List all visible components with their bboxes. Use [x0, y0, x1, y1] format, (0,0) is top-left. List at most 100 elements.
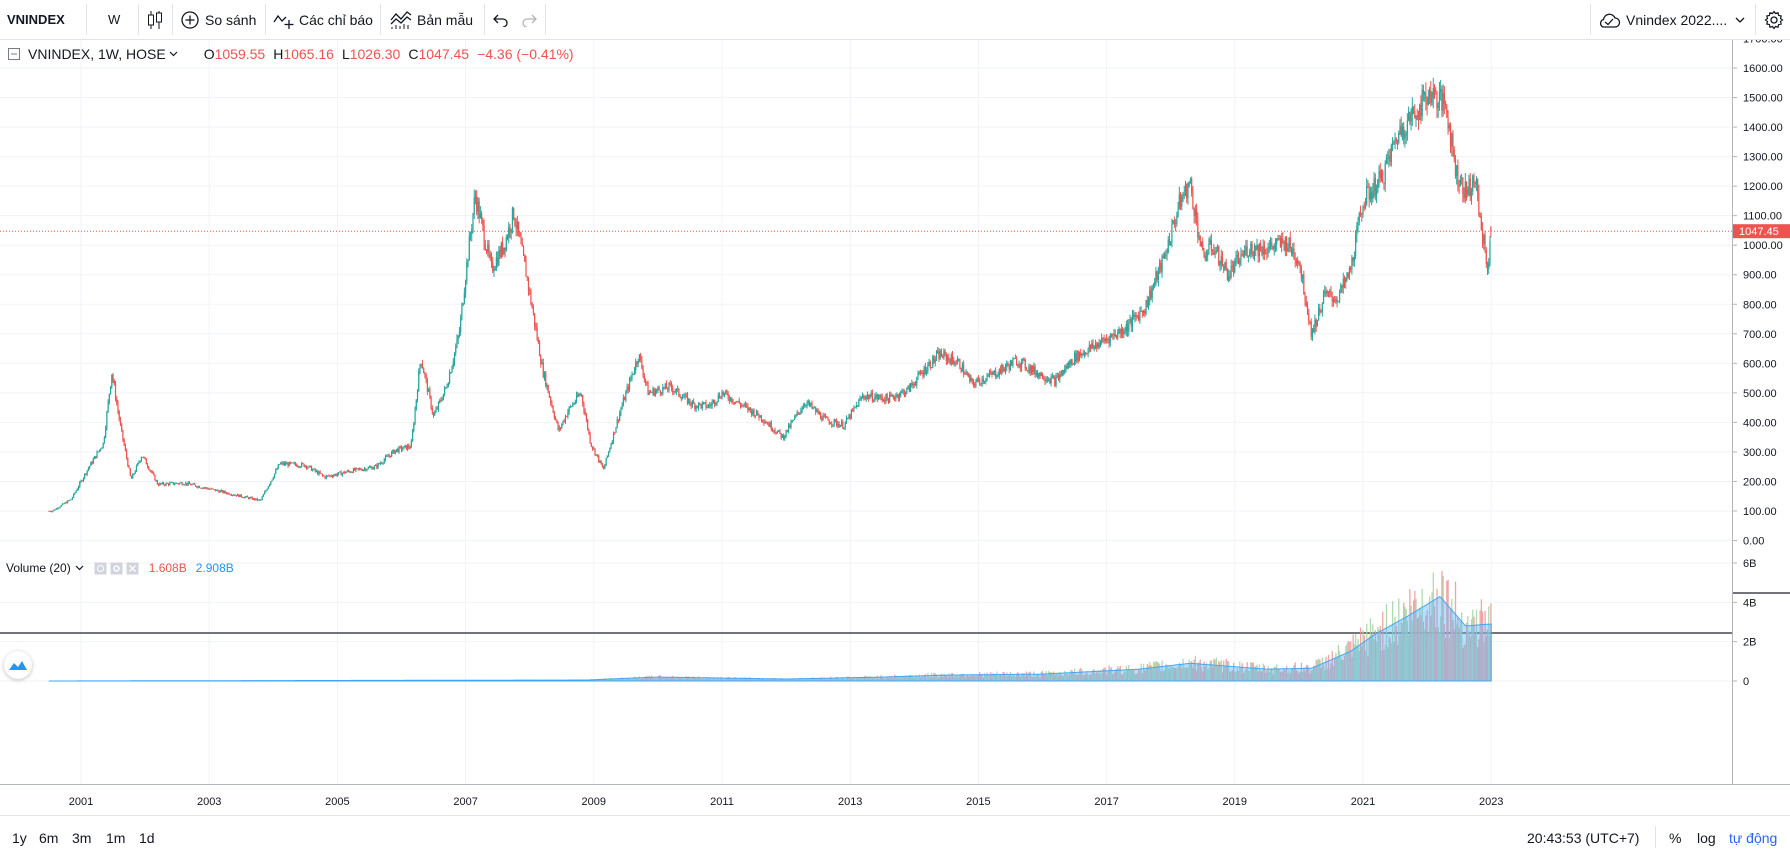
volume-bar [701, 678, 703, 681]
templates-button[interactable]: Bản mẫu [390, 0, 473, 39]
candle-body [1309, 321, 1311, 323]
undo-button[interactable] [490, 0, 512, 39]
volume-bar [1385, 603, 1388, 681]
candle-body [1133, 314, 1135, 318]
candle-body [1145, 300, 1147, 314]
candle-body [1268, 246, 1270, 248]
volume-bar [926, 677, 928, 681]
candle-body [552, 406, 554, 413]
candle-body [250, 497, 252, 499]
candle-body [839, 425, 841, 428]
settings-small-icon[interactable] [110, 562, 123, 575]
candle-body [113, 380, 115, 385]
toolbar-divider [1590, 4, 1591, 35]
candle-body [1414, 111, 1416, 118]
candle-body [495, 257, 498, 269]
volume-bar [1387, 646, 1389, 681]
candle-body [826, 417, 828, 419]
chart-pane[interactable]: VNINDEX, 1W, HOSE O 1059.55 H 1065.16 L … [0, 40, 1732, 784]
volume-bar [668, 677, 670, 681]
price-axis-scale[interactable]: 1700.001600.001500.001400.001300.001200.… [1733, 40, 1790, 784]
chart-type-button[interactable] [143, 0, 167, 39]
candle-body [1368, 187, 1370, 200]
volume-bar [1055, 672, 1057, 681]
candle-body [77, 486, 80, 490]
candle-body [1313, 328, 1315, 332]
candle-body [81, 480, 83, 482]
candle-body [902, 390, 904, 392]
time-tick-label: 2015 [966, 796, 990, 808]
volume-bar [1181, 668, 1183, 681]
undo-icon [493, 14, 508, 27]
candle-body [190, 484, 192, 486]
candle-body [672, 387, 674, 392]
volume-bar [938, 677, 940, 681]
redo-button[interactable] [518, 0, 540, 39]
volume-bar [1347, 641, 1349, 681]
volume-bar [935, 674, 938, 681]
auto-toggle[interactable]: tự động [1729, 829, 1778, 846]
volume-bar [1459, 621, 1462, 681]
close-icon[interactable] [126, 562, 139, 575]
settings-button[interactable] [1761, 0, 1787, 39]
volume-title[interactable]: Volume (20) [6, 561, 71, 575]
range-1d[interactable]: 1d [139, 829, 155, 846]
volume-bar [852, 678, 854, 681]
range-1m[interactable]: 1m [106, 829, 126, 846]
volume-bar [1119, 665, 1121, 681]
range-6m[interactable]: 6m [39, 829, 59, 846]
candle-body [232, 494, 234, 496]
compare-button[interactable]: So sánh [180, 0, 256, 39]
interval-button[interactable]: W [108, 12, 121, 27]
volume-bar [865, 676, 867, 681]
volume-bar [795, 678, 797, 681]
candle-body [95, 456, 97, 458]
legend-title[interactable]: VNINDEX, 1W, HOSE [28, 46, 166, 62]
range-3m[interactable]: 3m [72, 829, 92, 846]
volume-bar [1078, 668, 1081, 681]
volume-bar [786, 678, 789, 681]
volume-bar [1041, 670, 1044, 681]
candle-body [691, 401, 694, 406]
candle-body [310, 466, 313, 471]
candle-body [1176, 215, 1178, 224]
candle-body [1136, 315, 1139, 317]
volume-bar [1163, 669, 1166, 681]
eye-icon[interactable] [94, 562, 107, 575]
candle-body [1166, 252, 1168, 256]
indicators-button[interactable]: Các chỉ báo [273, 0, 373, 39]
main-chart[interactable] [0, 40, 1732, 784]
candle-body [820, 412, 822, 419]
volume-bar [1175, 668, 1177, 681]
volume-bar [1457, 617, 1459, 681]
collapse-icon[interactable] [8, 48, 20, 60]
symbol-search[interactable]: VNINDEX [7, 12, 65, 27]
volume-bar [1371, 633, 1373, 681]
candle-body [1205, 255, 1208, 260]
volume-bar [959, 675, 961, 681]
volume-bar [1182, 658, 1184, 681]
candle-body [296, 464, 298, 467]
chevron-down-icon[interactable] [169, 51, 178, 57]
volume-bar [1219, 662, 1221, 681]
percent-toggle[interactable]: % [1669, 829, 1682, 846]
candle-body [58, 507, 60, 509]
candle-body [519, 233, 521, 237]
layout-button[interactable]: Vnindex 2022.... [1597, 0, 1745, 39]
volume-bar [617, 678, 620, 681]
candle-body [90, 462, 92, 467]
time-axis[interactable]: 2001 2003 2005 2007 2009 2011 2013 2015 2017 2019… [0, 785, 1732, 815]
tradingview-logo[interactable] [4, 651, 32, 679]
volume-bar [1441, 571, 1443, 681]
log-toggle[interactable]: log [1697, 829, 1716, 846]
volume-bar [689, 677, 691, 681]
volume-bar [842, 677, 844, 681]
price-axis[interactable]: 1700.001600.001500.001400.001300.001200.… [1732, 40, 1790, 784]
candle-body [1210, 239, 1212, 250]
chevron-down-icon[interactable] [75, 565, 84, 571]
volume-bar [885, 677, 887, 681]
candle-body [151, 472, 154, 473]
range-1y[interactable]: 1y [12, 829, 27, 846]
clock[interactable]: 20:43:53 (UTC+7) [1527, 829, 1640, 846]
volume-value: 1.608B [148, 561, 187, 575]
